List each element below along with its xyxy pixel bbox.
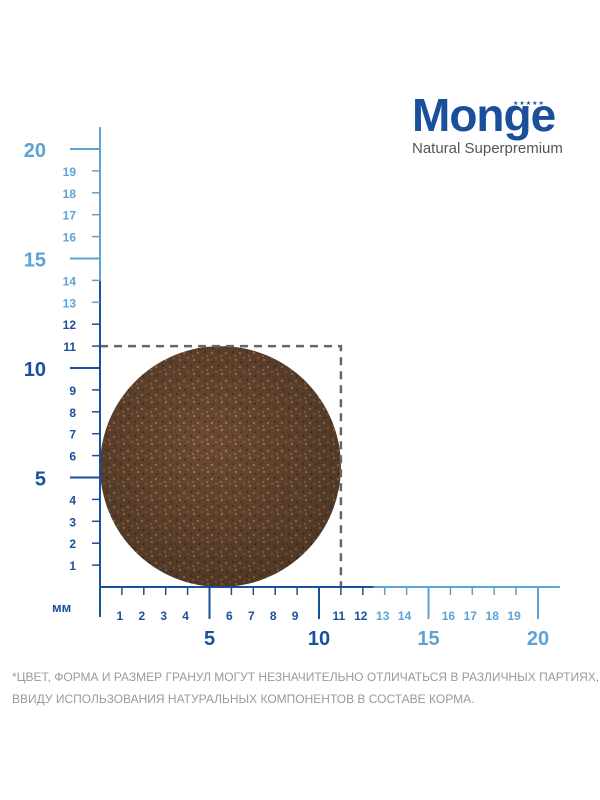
y-major-label: 20 [24, 140, 46, 162]
y-tick-label: 6 [69, 450, 76, 464]
y-tick-label: 18 [63, 187, 77, 201]
x-tick-label: 14 [398, 609, 412, 623]
x-tick-label: 3 [160, 609, 167, 623]
y-tick-label: 19 [63, 165, 77, 179]
y-tick-label: 16 [63, 231, 77, 245]
x-tick-label: 18 [486, 609, 500, 623]
y-tick-label: 13 [63, 296, 77, 310]
x-tick-label: 2 [138, 609, 145, 623]
y-tick-label: 12 [63, 318, 77, 332]
dashed-size-box [100, 344, 343, 587]
y-tick-label: 4 [69, 493, 76, 507]
y-tick-label: 8 [69, 406, 76, 420]
y-major-label: 15 [24, 250, 46, 272]
x-major-label: 10 [308, 628, 330, 650]
y-tick-label: 9 [69, 384, 76, 398]
x-tick-label: 13 [376, 609, 390, 623]
x-tick-label: 12 [354, 609, 368, 623]
kibble-shading [100, 346, 341, 587]
x-major-label: 20 [527, 628, 549, 650]
x-tick-label: 4 [182, 609, 189, 623]
x-tick-label: 7 [248, 609, 255, 623]
x-tick-label: 16 [442, 609, 456, 623]
y-tick-label: 1 [69, 559, 76, 573]
x-tick-label: 9 [292, 609, 299, 623]
disclaimer-line-1: *ЦВЕТ, ФОРМА И РАЗМЕР ГРАНУЛ МОГУТ НЕЗНА… [12, 670, 600, 684]
x-tick-label: 8 [270, 609, 277, 623]
brand-tagline: Natural Superpremium [412, 140, 563, 157]
x-tick-label: 17 [464, 609, 478, 623]
disclaimer-line-2: ВВИДУ ИСПОЛЬЗОВАНИЯ НАТУРАЛЬНЫХ КОМПОНЕН… [12, 692, 475, 706]
y-tick-label: 11 [63, 340, 76, 354]
y-tick-label: 17 [63, 209, 77, 223]
y-tick-label: 2 [69, 537, 76, 551]
x-major-label: 15 [417, 628, 439, 650]
x-tick-label: 19 [507, 609, 521, 623]
x-tick-label: 1 [117, 609, 124, 623]
brand-name: Monge [412, 89, 556, 141]
y-tick-label: 14 [63, 274, 77, 288]
stars-icon: ★★★★★ [513, 101, 545, 107]
y-major-label: 5 [35, 469, 46, 491]
y-major-label: 10 [24, 359, 46, 381]
x-major-label: 5 [204, 628, 215, 650]
brand-logo: Monge ★★★★★ Natural Superpremium [412, 92, 592, 157]
x-tick-label: 11 [333, 609, 346, 623]
units-label: мм [52, 600, 71, 615]
x-tick-label: 6 [226, 609, 233, 623]
y-tick-label: 7 [69, 428, 76, 442]
y-tick-label: 3 [69, 515, 76, 529]
disclaimer: *ЦВЕТ, ФОРМА И РАЗМЕР ГРАНУЛ МОГУТ НЕЗНА… [12, 666, 600, 710]
